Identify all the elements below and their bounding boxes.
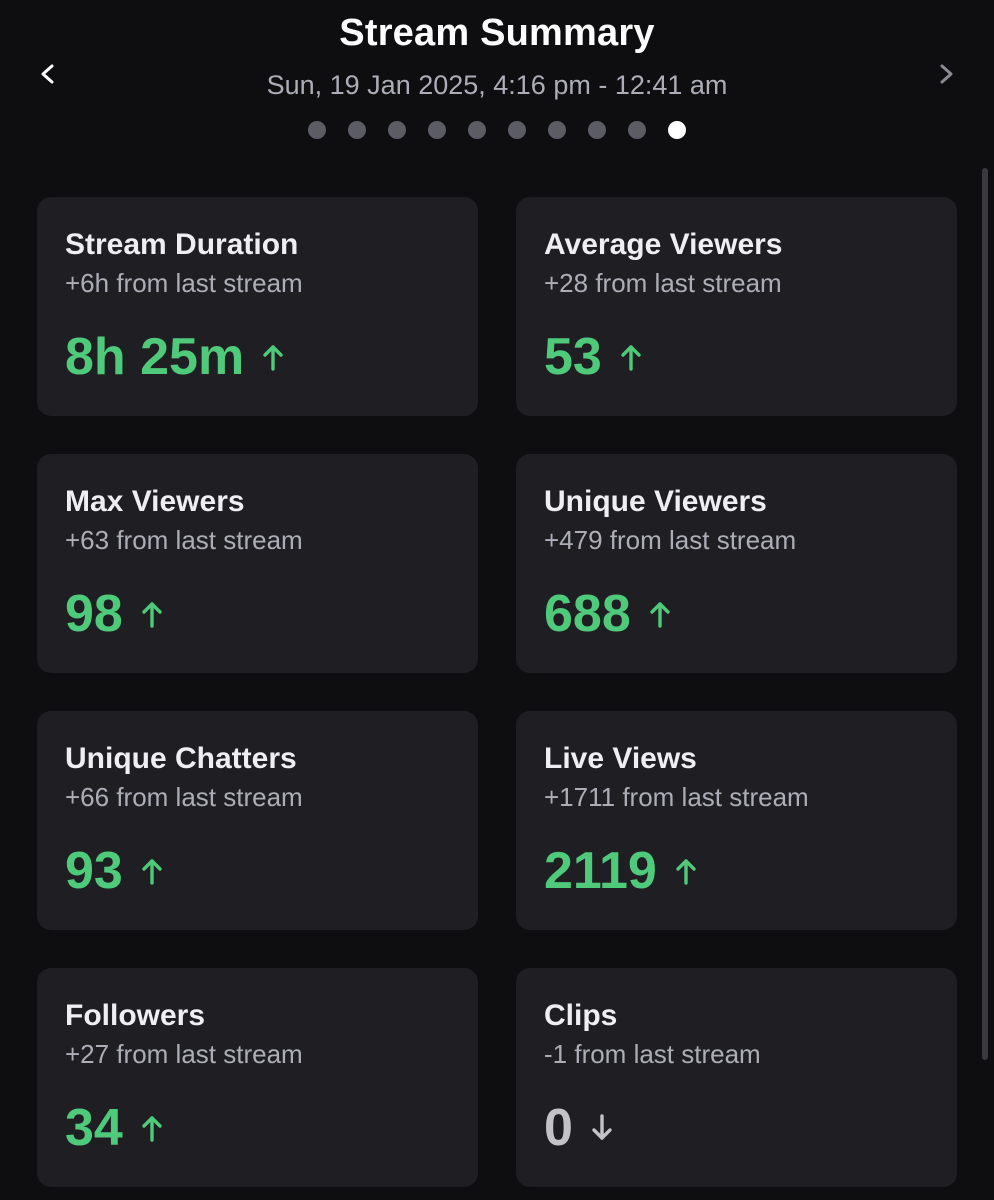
stat-value-row: 8h 25m xyxy=(65,327,478,387)
stat-value-row: 2119 xyxy=(544,841,957,901)
stat-value: 34 xyxy=(65,1099,123,1157)
stat-value: 93 xyxy=(65,842,123,900)
page-dot[interactable] xyxy=(668,121,686,139)
page-dot[interactable] xyxy=(308,121,326,139)
page-indicator xyxy=(0,121,994,139)
stat-card-average-viewers: Average Viewers +28 from last stream 53 xyxy=(516,197,957,416)
stat-value: 98 xyxy=(65,585,123,643)
scrollbar[interactable] xyxy=(982,168,988,1060)
page-dot[interactable] xyxy=(348,121,366,139)
chevron-left-icon xyxy=(41,64,54,84)
page-dot[interactable] xyxy=(588,121,606,139)
stat-delta: +6h from last stream xyxy=(65,268,303,298)
stat-title: Live Views xyxy=(544,742,697,775)
stat-title: Average Viewers xyxy=(544,228,783,261)
arrow-up-icon xyxy=(139,599,165,629)
arrow-up-icon xyxy=(673,856,699,886)
summary-header: Stream Summary Sun, 19 Jan 2025, 4:16 pm… xyxy=(0,0,994,170)
page-dot[interactable] xyxy=(428,121,446,139)
arrow-up-icon xyxy=(260,342,286,372)
stat-card-unique-viewers: Unique Viewers +479 from last stream 688 xyxy=(516,454,957,673)
stat-title: Clips xyxy=(544,999,618,1032)
chevron-right-icon xyxy=(940,64,953,84)
stat-value: 53 xyxy=(544,328,602,386)
arrow-down-icon xyxy=(589,1113,615,1143)
stat-delta: +1711 from last stream xyxy=(544,782,809,812)
page-title: Stream Summary xyxy=(339,12,655,54)
stat-value: 688 xyxy=(544,585,631,643)
page-dot[interactable] xyxy=(388,121,406,139)
stat-value: 2119 xyxy=(544,842,657,900)
stat-delta: +479 from last stream xyxy=(544,525,797,555)
arrow-up-icon xyxy=(647,599,673,629)
stat-value-row: 688 xyxy=(544,584,957,644)
stat-title: Max Viewers xyxy=(65,485,245,518)
stat-value: 0 xyxy=(544,1099,573,1157)
previous-stream-button[interactable] xyxy=(26,52,70,96)
next-stream-button[interactable] xyxy=(924,52,968,96)
stat-delta: +63 from last stream xyxy=(65,525,303,555)
stat-card-unique-chatters: Unique Chatters +66 from last stream 93 xyxy=(37,711,478,930)
stat-delta: +66 from last stream xyxy=(65,782,303,812)
stats-grid: Stream Duration +6h from last stream 8h … xyxy=(37,197,957,1187)
stat-title: Unique Viewers xyxy=(544,485,767,518)
stat-value-row: 98 xyxy=(65,584,478,644)
stat-delta: +28 from last stream xyxy=(544,268,782,298)
stream-date-range: Sun, 19 Jan 2025, 4:16 pm - 12:41 am xyxy=(266,70,728,100)
stat-card-stream-duration: Stream Duration +6h from last stream 8h … xyxy=(37,197,478,416)
arrow-up-icon xyxy=(139,856,165,886)
stat-value-row: 0 xyxy=(544,1098,957,1158)
arrow-up-icon xyxy=(618,342,644,372)
stat-title: Stream Duration xyxy=(65,228,299,261)
stat-value-row: 53 xyxy=(544,327,957,387)
stat-delta: +27 from last stream xyxy=(65,1039,303,1069)
page-dot[interactable] xyxy=(508,121,526,139)
stat-delta: -1 from last stream xyxy=(544,1039,761,1069)
stat-card-followers: Followers +27 from last stream 34 xyxy=(37,968,478,1187)
stat-title: Followers xyxy=(65,999,206,1032)
stat-value: 8h 25m xyxy=(65,328,245,386)
stat-value-row: 93 xyxy=(65,841,478,901)
page-dot[interactable] xyxy=(548,121,566,139)
arrow-up-icon xyxy=(139,1113,165,1143)
page-dot[interactable] xyxy=(628,121,646,139)
page-dot[interactable] xyxy=(468,121,486,139)
stat-card-clips: Clips -1 from last stream 0 xyxy=(516,968,957,1187)
stat-value-row: 34 xyxy=(65,1098,478,1158)
stat-card-live-views: Live Views +1711 from last stream 2119 xyxy=(516,711,957,930)
stat-title: Unique Chatters xyxy=(65,742,297,775)
stat-card-max-viewers: Max Viewers +63 from last stream 98 xyxy=(37,454,478,673)
